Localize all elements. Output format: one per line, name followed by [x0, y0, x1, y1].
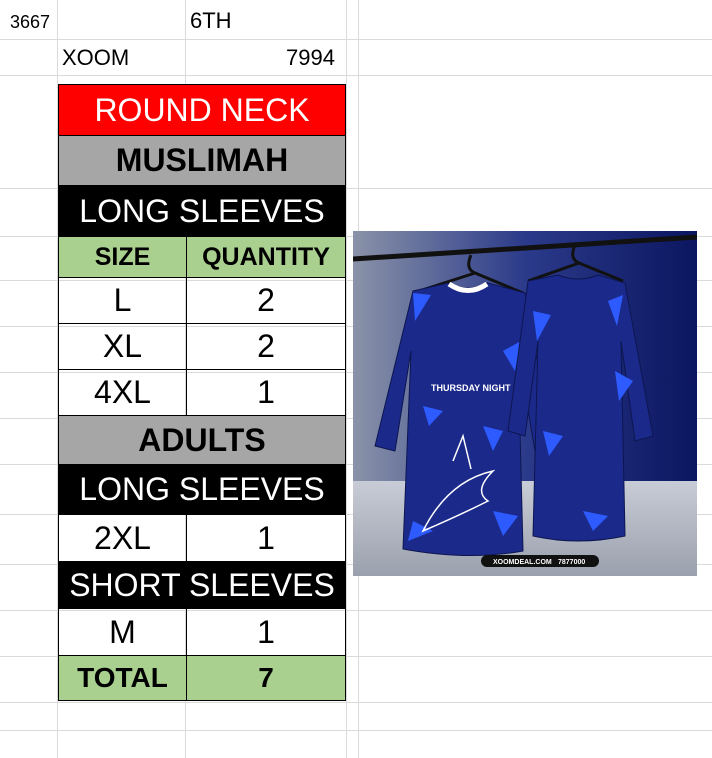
cell-c2[interactable]: 7994	[286, 45, 335, 70]
table-row: 2XL 1	[58, 514, 346, 562]
category-muslimah-text: MUSLIMAH	[115, 142, 289, 178]
size-cell[interactable]: 4XL	[59, 370, 187, 415]
watermark-phone: 7877000	[558, 559, 585, 566]
jersey-mockup-illustration: THURSDAY NIGHT XOOMDEAL.COM 7877000	[353, 231, 697, 576]
qty-cell[interactable]: 1	[257, 613, 275, 650]
sleeve-short-text: SHORT SLEEVES	[69, 566, 335, 603]
jersey-product-image[interactable]: THURSDAY NIGHT XOOMDEAL.COM 7877000	[353, 231, 697, 576]
sleeve-long-2-text: LONG SLEEVES	[79, 471, 325, 507]
sleeve-long-1-text: LONG SLEEVES	[79, 192, 325, 229]
cell-c1[interactable]: 6TH	[190, 8, 232, 33]
col-quantity-header[interactable]: QUANTITY	[202, 242, 330, 271]
qty-cell[interactable]: 1	[257, 519, 275, 556]
order-table: ROUND NECK MUSLIMAH LONG SLEEVES SIZE QU…	[58, 84, 346, 701]
qty-cell[interactable]: 2	[257, 328, 275, 364]
sleeve-long-2[interactable]: LONG SLEEVES	[58, 464, 346, 515]
total-label[interactable]: TOTAL	[59, 656, 187, 700]
category-adults-text: ADULTS	[138, 421, 266, 458]
qty-cell[interactable]: 2	[257, 282, 275, 318]
sleeve-long-1[interactable]: LONG SLEEVES	[58, 185, 346, 237]
jersey-chest-text: THURSDAY NIGHT	[431, 383, 511, 393]
watermark-site: XOOMDEAL.COM	[493, 559, 552, 566]
qty-cell[interactable]: 1	[257, 374, 275, 410]
table-row: M 1	[58, 608, 346, 656]
size-cell[interactable]: M	[59, 609, 187, 655]
total-value[interactable]: 7	[258, 662, 274, 693]
category-adults[interactable]: ADULTS	[58, 415, 346, 465]
size-cell[interactable]: 2XL	[59, 515, 187, 561]
size-cell[interactable]: XL	[59, 324, 187, 369]
category-muslimah[interactable]: MUSLIMAH	[58, 135, 346, 186]
header-round-neck-text: ROUND NECK	[94, 91, 310, 128]
size-cell[interactable]: L	[59, 278, 187, 323]
table-row: 4XL 1	[58, 369, 346, 416]
header-round-neck[interactable]: ROUND NECK	[58, 84, 346, 136]
column-header-row: SIZE QUANTITY	[58, 236, 346, 278]
sleeve-short[interactable]: SHORT SLEEVES	[58, 561, 346, 609]
col-size-header[interactable]: SIZE	[59, 237, 187, 277]
total-row: TOTAL 7	[58, 655, 346, 701]
table-row: L 2	[58, 277, 346, 324]
table-row: XL 2	[58, 323, 346, 370]
cell-b2[interactable]: XOOM	[62, 45, 130, 70]
cell-a1[interactable]: 3667	[10, 12, 51, 32]
